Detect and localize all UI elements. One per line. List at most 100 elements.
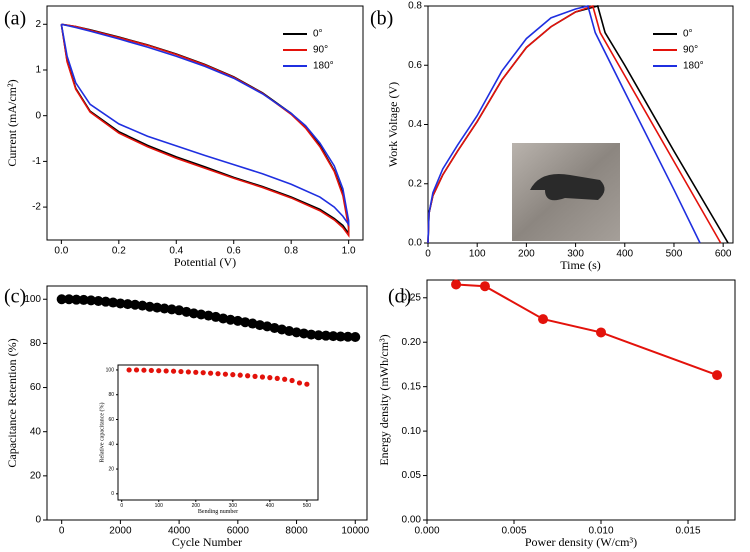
y-tick-label: 40 xyxy=(108,442,114,448)
data-point xyxy=(451,279,462,290)
x-tick-label: 0.8 xyxy=(284,246,298,257)
x-tick-label: 300 xyxy=(229,503,238,509)
data-point xyxy=(245,373,251,379)
x-tick-label: 0.2 xyxy=(112,246,126,257)
x-tick-label: 200 xyxy=(518,249,535,260)
y-tick-label: -2 xyxy=(32,202,41,213)
data-point xyxy=(267,375,273,381)
y-tick-label: 100 xyxy=(24,294,41,305)
x-tick-label: 0 xyxy=(59,526,65,537)
data-point xyxy=(237,372,243,378)
data-point xyxy=(126,367,132,373)
data-line xyxy=(60,23,350,228)
data-point xyxy=(350,331,361,342)
data-point xyxy=(259,374,266,380)
legend-label: 90° xyxy=(313,45,328,56)
data-point xyxy=(93,296,104,307)
data-point xyxy=(328,331,339,342)
plot-frame xyxy=(117,364,319,501)
x-tick-label: 0.005 xyxy=(501,526,526,537)
x-tick-label: 600 xyxy=(715,249,732,260)
data-point xyxy=(313,330,324,341)
data-point xyxy=(298,328,309,339)
y-axis-label: Current (mA/cm²) xyxy=(5,79,19,166)
data-point xyxy=(86,295,97,306)
data-point xyxy=(230,372,236,378)
data-point xyxy=(188,308,199,319)
data-point xyxy=(207,370,214,376)
data-point xyxy=(274,375,280,381)
plot-frame xyxy=(426,279,736,521)
data-point xyxy=(538,314,549,325)
x-tick-label: 400 xyxy=(616,249,633,260)
y-tick-label: 100 xyxy=(106,367,115,373)
data-point xyxy=(141,367,147,373)
data-line xyxy=(427,4,722,244)
data-point xyxy=(115,298,126,309)
x-axis-label: Potential (V) xyxy=(174,255,236,269)
y-tick-label: 0.4 xyxy=(408,119,422,130)
data-point xyxy=(144,301,155,312)
data-point xyxy=(56,294,67,305)
y-tick-label: 60 xyxy=(108,417,114,423)
legend-label: 180° xyxy=(683,61,704,72)
x-tick-label: 0.0 xyxy=(54,246,68,257)
data-point xyxy=(71,294,82,305)
x-tick-label: 8000 xyxy=(285,526,308,537)
data-point xyxy=(78,294,89,305)
legend-label: 0° xyxy=(313,29,323,40)
data-point xyxy=(222,371,229,377)
y-tick-label: 0.0 xyxy=(408,238,422,249)
x-axis-label: Power density (W/cm³) xyxy=(525,535,637,549)
photo-sample xyxy=(530,174,605,201)
data-point xyxy=(306,329,317,340)
x-tick-label: 0.010 xyxy=(588,526,613,537)
x-tick-label: 400 xyxy=(266,503,275,509)
y-tick-label: 0.6 xyxy=(408,60,422,71)
panel-label: (a) xyxy=(4,8,26,30)
y-tick-label: 0.15 xyxy=(402,381,422,392)
data-point xyxy=(200,370,206,376)
data-line xyxy=(427,5,701,244)
y-axis-label: Relative capacitance (%) xyxy=(98,403,105,463)
x-tick-label: 0.6 xyxy=(227,246,241,257)
y-tick-label: 0.8 xyxy=(408,1,422,12)
data-point xyxy=(320,330,331,341)
y-tick-label: 60 xyxy=(30,382,42,393)
data-point xyxy=(282,376,288,382)
x-axis-label: Cycle Number xyxy=(172,535,242,549)
data-point xyxy=(185,369,191,375)
data-point xyxy=(170,368,177,374)
legend-label: 180° xyxy=(313,61,334,72)
x-tick-label: 500 xyxy=(666,249,683,260)
x-tick-label: 10000 xyxy=(341,526,369,537)
y-tick-label: 1 xyxy=(35,65,41,76)
plot-frame xyxy=(46,5,364,241)
data-point xyxy=(163,368,169,374)
legend-label: 0° xyxy=(683,29,693,40)
y-axis-label: Work Voltage (V) xyxy=(386,82,400,167)
data-point xyxy=(289,377,295,384)
panel-label: (b) xyxy=(370,8,393,30)
y-tick-label: 0 xyxy=(35,515,41,526)
panel-label: (c) xyxy=(4,286,26,308)
y-tick-label: 0.10 xyxy=(402,426,422,437)
x-tick-label: 6000 xyxy=(227,526,250,537)
data-point xyxy=(304,381,310,387)
plot-frame xyxy=(46,285,368,521)
x-tick-label: 200 xyxy=(192,503,201,509)
y-tick-label: 20 xyxy=(108,466,114,472)
data-point xyxy=(148,367,154,374)
x-tick-label: 100 xyxy=(469,249,486,260)
x-tick-label: 0.015 xyxy=(676,526,701,537)
y-axis-label: Energy density (mWh/cm³) xyxy=(377,334,391,465)
x-tick-label: 1.0 xyxy=(342,246,356,257)
data-point xyxy=(100,296,111,307)
data-point xyxy=(178,368,184,375)
data-line xyxy=(455,283,718,377)
y-tick-label: 80 xyxy=(30,338,42,349)
legend-label: 90° xyxy=(683,45,698,56)
y-tick-label: 2 xyxy=(35,19,41,30)
x-tick-label: 4000 xyxy=(168,526,191,537)
